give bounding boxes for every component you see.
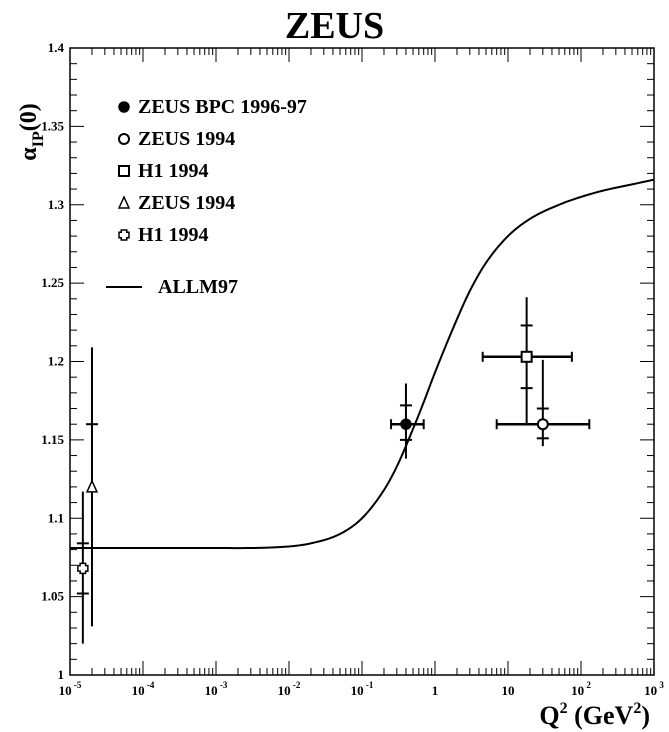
marker-open-square xyxy=(520,350,533,363)
y-tick-label: 1.3 xyxy=(48,197,65,212)
x-tick-label: 10 -5 xyxy=(59,680,82,698)
marker-open-circle xyxy=(118,133,130,145)
x-axis-title: Q2 (GeV2) xyxy=(539,700,650,730)
y-axis-title: αIP(0) xyxy=(16,103,47,160)
chart-title: ZEUS xyxy=(284,5,385,47)
marker-open-triangle xyxy=(117,195,131,209)
x-tick-label: 10 -3 xyxy=(205,680,228,698)
x-tick-label: 10 3 xyxy=(644,680,664,698)
legend-label: ZEUS 1994 xyxy=(138,128,235,150)
y-tick-label: 1 xyxy=(58,667,65,682)
marker-cross xyxy=(118,229,130,241)
y-tick-label: 1.4 xyxy=(48,40,65,55)
marker-cross xyxy=(77,562,89,575)
y-tick-label: 1.1 xyxy=(48,510,64,525)
x-tick-label: 10 2 xyxy=(571,680,591,698)
x-tick-label: 10 -1 xyxy=(351,680,374,698)
marker-open-circle xyxy=(536,418,549,431)
marker-open-square xyxy=(118,165,130,177)
marker-filled-circle xyxy=(400,418,412,430)
y-tick-label: 1.25 xyxy=(41,275,64,290)
marker-open-triangle xyxy=(85,479,99,493)
y-tick-label: 1.35 xyxy=(41,118,64,133)
legend-label: ALLM97 xyxy=(158,276,238,298)
allm97-curve xyxy=(70,178,655,550)
x-tick-label: 10 -2 xyxy=(278,680,301,698)
x-tick-label: 10 -4 xyxy=(132,680,155,698)
y-tick-label: 1.05 xyxy=(41,589,64,604)
legend-label: H1 1994 xyxy=(138,160,209,182)
y-tick-label: 1.2 xyxy=(48,354,64,369)
legend-label: ZEUS 1994 xyxy=(138,192,235,214)
y-tick-label: 1.15 xyxy=(41,432,64,447)
legend-label: H1 1994 xyxy=(138,224,209,246)
x-tick-label: 10 xyxy=(502,683,515,698)
marker-filled-circle xyxy=(118,101,130,113)
legend-label: ZEUS BPC 1996-97 xyxy=(138,96,307,118)
x-tick-label: 1 xyxy=(432,683,439,698)
